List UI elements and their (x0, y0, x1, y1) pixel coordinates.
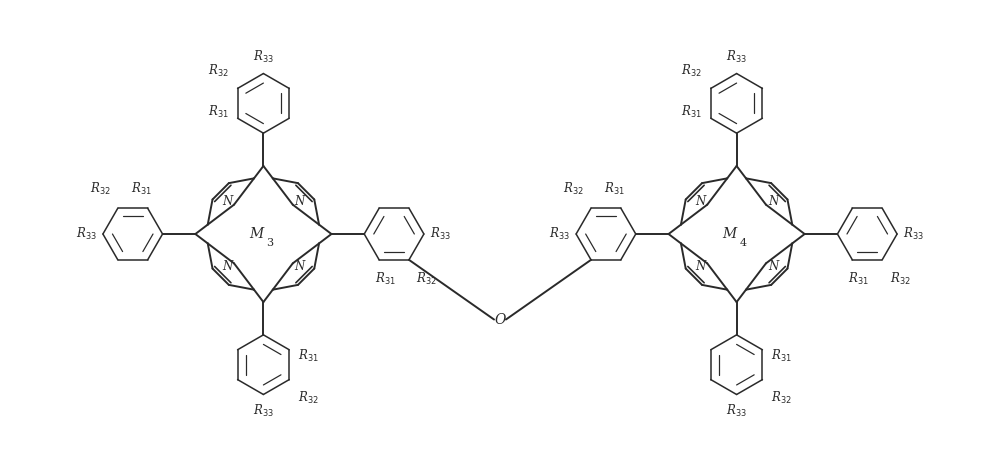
Text: R$_{33}$: R$_{33}$ (253, 403, 274, 419)
Text: N: N (768, 195, 778, 208)
Text: R$_{32}$: R$_{32}$ (563, 181, 584, 197)
Text: 4: 4 (740, 238, 747, 248)
Text: N: N (222, 260, 232, 273)
Text: R$_{31}$: R$_{31}$ (208, 104, 229, 120)
Text: R$_{32}$: R$_{32}$ (681, 62, 702, 79)
Text: R$_{31}$: R$_{31}$ (375, 271, 396, 287)
Text: N: N (295, 260, 305, 273)
Text: R$_{32}$: R$_{32}$ (90, 181, 110, 197)
Text: R$_{32}$: R$_{32}$ (416, 271, 437, 287)
Text: N: N (295, 195, 305, 208)
Text: R$_{33}$: R$_{33}$ (726, 49, 747, 65)
Text: N: N (768, 260, 778, 273)
Text: R$_{33}$: R$_{33}$ (76, 226, 97, 242)
Text: R$_{31}$: R$_{31}$ (681, 104, 702, 120)
Text: O: O (494, 312, 506, 327)
Text: M: M (249, 227, 263, 241)
Text: R$_{32}$: R$_{32}$ (771, 389, 792, 405)
Text: N: N (695, 195, 705, 208)
Text: R$_{33}$: R$_{33}$ (726, 403, 747, 419)
Text: R$_{33}$: R$_{33}$ (903, 226, 924, 242)
Text: N: N (222, 195, 232, 208)
Text: R$_{32}$: R$_{32}$ (208, 62, 229, 79)
Text: R$_{31}$: R$_{31}$ (848, 271, 869, 287)
Text: R$_{31}$: R$_{31}$ (771, 348, 792, 364)
Text: 3: 3 (266, 238, 274, 248)
Text: R$_{33}$: R$_{33}$ (549, 226, 570, 242)
Text: R$_{33}$: R$_{33}$ (253, 49, 274, 65)
Text: R$_{33}$: R$_{33}$ (430, 226, 451, 242)
Text: R$_{31}$: R$_{31}$ (131, 181, 152, 197)
Text: R$_{32}$: R$_{32}$ (298, 389, 319, 405)
Text: R$_{31}$: R$_{31}$ (604, 181, 625, 197)
Text: R$_{32}$: R$_{32}$ (890, 271, 910, 287)
Text: M: M (722, 227, 737, 241)
Text: N: N (695, 260, 705, 273)
Text: R$_{31}$: R$_{31}$ (298, 348, 319, 364)
